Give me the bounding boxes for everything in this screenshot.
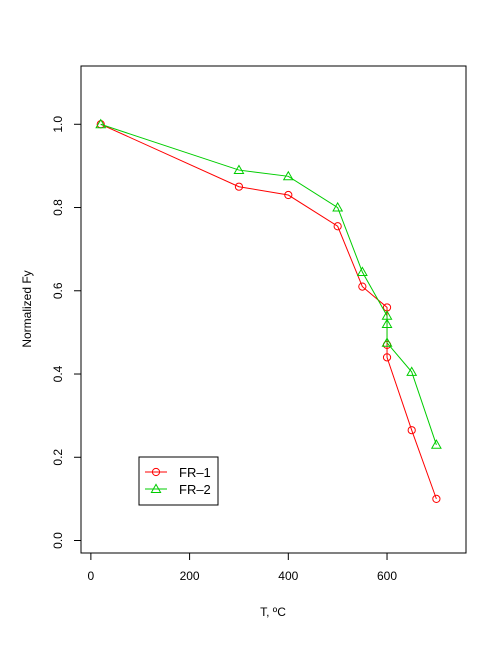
data-point <box>356 266 368 276</box>
legend-box <box>138 456 219 506</box>
data-point <box>381 318 393 329</box>
series-line-1 <box>100 123 437 500</box>
data-point <box>381 337 393 347</box>
legend-marker <box>151 467 161 477</box>
legend-label: FR–2 <box>179 482 211 497</box>
data-point <box>282 170 294 181</box>
series-layer <box>95 118 442 503</box>
data-point <box>233 164 245 175</box>
y-axis: 0.0 0.2 0.4 0.6 0.8 1.0 <box>51 116 81 549</box>
y-tick-label: 0.4 <box>51 365 65 382</box>
data-point <box>430 439 442 449</box>
y-tick-label: 0.6 <box>51 282 65 299</box>
y-tick-label: 0.0 <box>51 532 65 549</box>
y-tick-label: 1.0 <box>51 116 65 133</box>
x-tick-label: 600 <box>377 569 397 583</box>
x-tick-label: 0 <box>88 569 95 583</box>
data-point <box>407 426 416 435</box>
data-point <box>284 190 293 200</box>
legend-label: FR–1 <box>179 465 211 480</box>
y-tick-label: 0.8 <box>51 199 65 216</box>
data-point <box>332 201 344 212</box>
x-axis-title: T, ºC <box>260 605 286 619</box>
legend: FR–1 FR–2 <box>138 456 219 506</box>
data-point <box>95 118 107 129</box>
plot-frame <box>80 65 467 554</box>
x-tick-label: 200 <box>180 569 200 583</box>
data-point <box>382 353 392 362</box>
y-tick-label: 0.2 <box>51 449 65 466</box>
data-point <box>333 222 342 231</box>
data-point <box>406 366 418 376</box>
series-line-2 <box>100 123 437 445</box>
data-point <box>234 182 244 191</box>
data-point <box>432 494 441 503</box>
x-tick-label: 400 <box>278 569 298 583</box>
legend-marker <box>150 483 162 493</box>
y-axis-title: Normalized Fy <box>20 270 34 347</box>
data-point <box>358 282 367 291</box>
x-axis: 0 200 400 600 <box>88 553 397 583</box>
